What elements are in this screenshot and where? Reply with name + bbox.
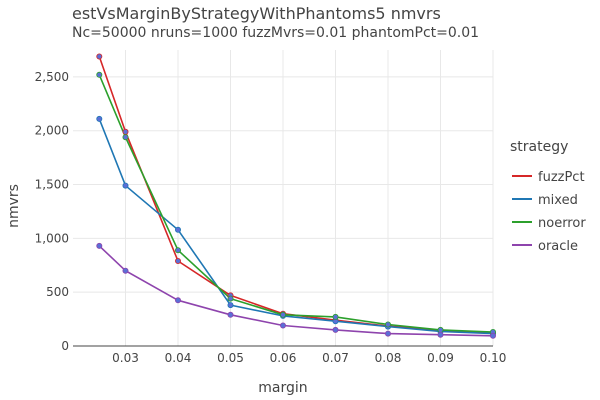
data-point-noerror	[122, 134, 129, 141]
y-tick-label: 0	[61, 339, 69, 353]
chart-title: estVsMarginByStrategyWithPhantoms5 nmvrs	[72, 4, 441, 23]
x-tick-label: 0.06	[270, 351, 297, 365]
data-point-oracle	[227, 311, 234, 318]
data-point-noerror	[332, 313, 339, 320]
data-point-oracle	[437, 331, 444, 338]
data-point-oracle	[96, 242, 103, 249]
data-point-noerror	[96, 71, 103, 78]
y-axis-label: nmvrs	[6, 184, 22, 228]
data-point-fuzzPct	[122, 128, 129, 135]
tick-labels: 0.03 0.04 0.05 0.06 0.07 0.08 0.09 0.10 0 500 1,00…	[35, 70, 507, 365]
data-point-mixed	[122, 182, 129, 189]
chart-subtitle: Nc=50000 nruns=1000 fuzzMvrs=0.01 phanto…	[72, 25, 479, 41]
data-point-noerror	[227, 295, 234, 302]
legend-label-noerror: noerror	[538, 216, 586, 231]
x-tick-label: 0.05	[217, 351, 244, 365]
series-line-oracle	[98, 245, 494, 337]
x-tick-label: 0.10	[480, 351, 507, 365]
y-tick-label: 1,000	[35, 231, 69, 245]
data-point-mixed	[174, 226, 181, 233]
data-point-fuzzPct	[96, 53, 103, 60]
legend-label-oracle: oracle	[538, 239, 578, 254]
data-point-oracle	[279, 322, 286, 329]
x-tick-label: 0.04	[165, 351, 192, 365]
data-point-noerror	[279, 311, 286, 318]
data-point-noerror	[384, 321, 391, 328]
data-point-oracle	[332, 326, 339, 333]
data-point-oracle	[384, 330, 391, 337]
x-tick-label: 0.08	[375, 351, 402, 365]
data-point-oracle	[122, 267, 129, 274]
series-line-mixed	[98, 118, 494, 335]
x-tick-label: 0.07	[322, 351, 349, 365]
y-tick-label: 2,500	[35, 70, 69, 84]
y-tick-label: 2,000	[35, 124, 69, 138]
y-tick-label: 1,500	[35, 178, 69, 192]
x-tick-label: 0.03	[112, 351, 139, 365]
legend: strategy fuzzPct mixed noerror oracle	[510, 139, 586, 254]
series-line-noerror	[98, 74, 494, 333]
legend-title: strategy	[510, 139, 568, 155]
series-line-fuzzPct	[98, 56, 494, 334]
x-axis-label: margin	[258, 380, 307, 396]
data-point-oracle	[174, 297, 181, 304]
data-points	[96, 53, 496, 339]
series-lines	[98, 56, 494, 337]
legend-label-mixed: mixed	[538, 193, 578, 208]
data-point-fuzzPct	[174, 257, 181, 264]
y-tick-label: 500	[46, 285, 69, 299]
data-point-oracle	[489, 332, 496, 339]
data-point-mixed	[96, 115, 103, 122]
data-point-mixed	[227, 302, 234, 309]
grid-lines	[73, 50, 494, 346]
x-tick-label: 0.09	[427, 351, 454, 365]
data-point-noerror	[174, 247, 181, 254]
legend-label-fuzzPct: fuzzPct	[538, 170, 585, 185]
